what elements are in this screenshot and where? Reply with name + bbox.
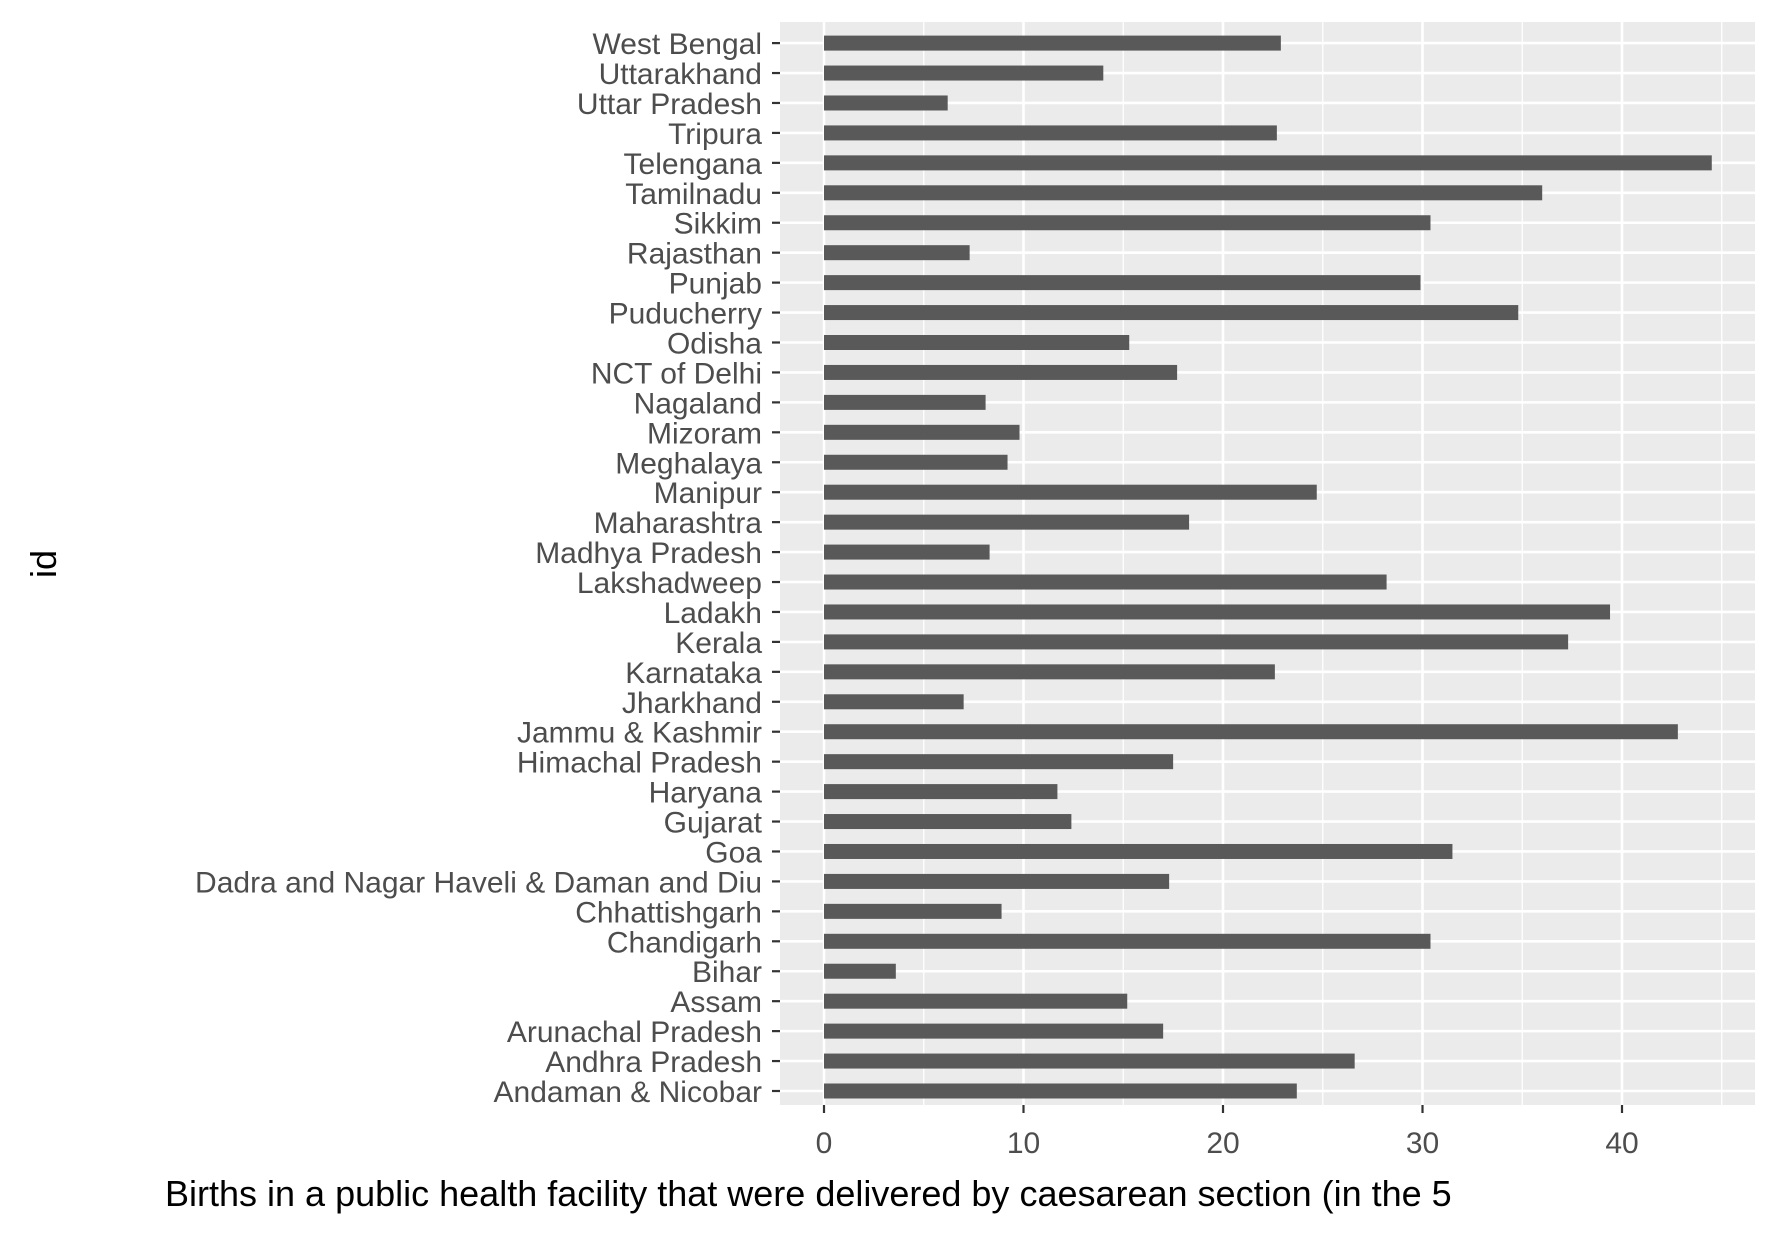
y-tick-label: Ladakh xyxy=(664,597,762,630)
y-tick-label: Uttarakhand xyxy=(599,58,762,91)
bar xyxy=(824,335,1130,350)
y-tick-label: Punjab xyxy=(669,268,762,301)
bars xyxy=(824,35,1712,1099)
bar xyxy=(824,215,1431,231)
bar xyxy=(824,993,1128,1009)
y-tick-label: West Bengal xyxy=(592,28,762,61)
x-tick-label: 40 xyxy=(1605,1127,1638,1160)
bar xyxy=(824,305,1519,321)
x-tick-label: 20 xyxy=(1206,1127,1239,1160)
bar xyxy=(824,664,1275,680)
y-tick-label: Andaman & Nicobar xyxy=(494,1076,762,1109)
y-tick-label: Puducherry xyxy=(609,298,762,331)
y-tick-label: Jharkhand xyxy=(622,687,762,720)
x-tick-label: 0 xyxy=(816,1127,833,1160)
y-tick-label: Goa xyxy=(705,836,762,869)
bar xyxy=(824,694,964,710)
bar xyxy=(824,843,1453,859)
bar xyxy=(824,424,1020,440)
bar xyxy=(824,754,1174,770)
bar xyxy=(824,65,1104,81)
y-axis-title: id xyxy=(23,550,64,578)
bar xyxy=(824,544,990,560)
y-tick-label: Jammu & Kashmir xyxy=(517,717,762,750)
bar xyxy=(824,514,1190,530)
bar xyxy=(824,814,1072,830)
bar xyxy=(824,933,1431,949)
y-tick-label: Gujarat xyxy=(664,807,763,840)
y-tick-label: Bihar xyxy=(692,956,762,989)
bar xyxy=(824,963,896,979)
y-tick-label: Manipur xyxy=(654,477,762,510)
bar xyxy=(824,724,1678,740)
bar xyxy=(824,125,1277,141)
bar xyxy=(824,1053,1355,1069)
y-tick-label: Maharashtra xyxy=(594,507,763,540)
bar xyxy=(824,364,1178,380)
y-tick-label: Chandigarh xyxy=(607,926,762,959)
y-tick-label: Himachal Pradesh xyxy=(517,747,762,780)
bar xyxy=(824,185,1543,201)
bar xyxy=(824,35,1281,51)
y-tick-label: Lakshadweep xyxy=(577,567,762,600)
y-tick-label: Nagaland xyxy=(634,387,762,420)
bar xyxy=(824,245,970,261)
y-tick-label: Arunachal Pradesh xyxy=(507,1016,762,1049)
y-tick-label: Tamilnadu xyxy=(625,178,762,211)
y-tick-label: Dadra and Nagar Haveli & Daman and Diu xyxy=(195,866,762,899)
bar xyxy=(824,95,948,111)
bar xyxy=(824,454,1008,470)
bar xyxy=(824,903,1002,919)
y-axis-ticks xyxy=(772,41,780,1093)
minor-gridlines xyxy=(923,22,1723,1105)
y-tick-label: NCT of Delhi xyxy=(591,357,762,390)
x-axis-tick-labels: 0 10 20 30 40 xyxy=(816,1127,1639,1160)
y-tick-label: Sikkim xyxy=(674,208,762,241)
bar xyxy=(824,873,1170,889)
bar xyxy=(824,634,1569,650)
bar xyxy=(824,394,986,410)
y-tick-label: Odisha xyxy=(667,328,762,361)
bar xyxy=(824,574,1387,590)
bar xyxy=(824,784,1058,800)
bar xyxy=(824,484,1317,500)
bar xyxy=(824,1083,1297,1099)
y-tick-label: Tripura xyxy=(668,118,762,151)
y-tick-label: Chhattishgarh xyxy=(575,896,762,929)
panel-background xyxy=(780,22,1755,1105)
bar xyxy=(824,604,1611,620)
y-tick-label: Karnataka xyxy=(625,657,762,690)
bar xyxy=(824,155,1712,171)
x-tick-label: 10 xyxy=(1007,1127,1040,1160)
y-tick-label: Haryana xyxy=(649,777,763,810)
y-tick-label: Mizoram xyxy=(647,417,762,450)
y-tick-label: Rajasthan xyxy=(627,238,762,271)
y-tick-label: Meghalaya xyxy=(615,447,762,480)
x-axis-ticks xyxy=(822,1105,1624,1113)
y-tick-label: Telengana xyxy=(624,148,763,181)
bar xyxy=(824,1023,1164,1039)
y-tick-label: Kerala xyxy=(675,627,762,660)
x-axis-title: Births in a public health facility that … xyxy=(165,1173,1452,1214)
y-tick-label: Andhra Pradesh xyxy=(545,1046,762,1079)
y-tick-label: Assam xyxy=(670,986,762,1019)
x-tick-label: 30 xyxy=(1406,1127,1439,1160)
y-tick-label: Uttar Pradesh xyxy=(577,88,762,121)
bar xyxy=(824,275,1421,291)
y-tick-label: Madhya Pradesh xyxy=(535,537,762,570)
